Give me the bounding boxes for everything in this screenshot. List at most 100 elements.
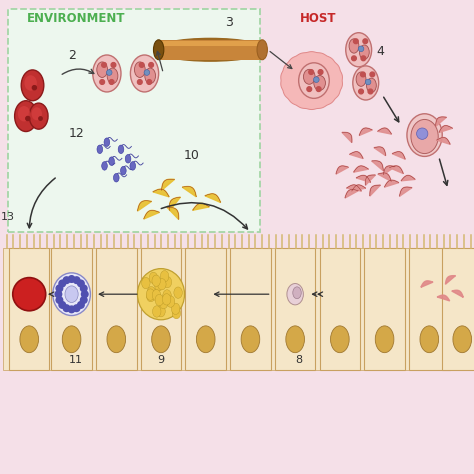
Ellipse shape <box>152 326 170 353</box>
Circle shape <box>316 87 321 91</box>
Circle shape <box>82 291 88 298</box>
Ellipse shape <box>172 308 181 319</box>
Circle shape <box>81 285 87 292</box>
Text: 10: 10 <box>183 149 200 162</box>
Bar <box>159 40 262 60</box>
FancyBboxPatch shape <box>9 248 49 370</box>
Polygon shape <box>365 175 375 185</box>
Ellipse shape <box>109 157 114 165</box>
Circle shape <box>26 117 30 120</box>
Polygon shape <box>346 185 361 191</box>
Text: 4: 4 <box>376 45 384 57</box>
Ellipse shape <box>353 66 379 100</box>
Polygon shape <box>439 126 453 132</box>
Polygon shape <box>167 207 179 219</box>
Circle shape <box>354 39 358 44</box>
Ellipse shape <box>62 326 81 353</box>
Ellipse shape <box>152 275 160 286</box>
Circle shape <box>68 276 75 283</box>
Circle shape <box>318 70 323 74</box>
Text: 3: 3 <box>225 16 233 29</box>
Circle shape <box>68 306 75 313</box>
Polygon shape <box>193 203 210 210</box>
Bar <box>3 235 474 474</box>
Circle shape <box>111 63 116 67</box>
Text: 2: 2 <box>68 49 75 62</box>
Ellipse shape <box>303 69 315 84</box>
Circle shape <box>32 86 36 90</box>
Polygon shape <box>383 166 395 174</box>
Polygon shape <box>137 201 152 211</box>
Ellipse shape <box>32 107 42 120</box>
Ellipse shape <box>314 75 326 91</box>
FancyBboxPatch shape <box>96 248 137 370</box>
Ellipse shape <box>104 138 109 146</box>
Ellipse shape <box>149 272 158 283</box>
Polygon shape <box>437 295 450 301</box>
FancyBboxPatch shape <box>319 248 360 370</box>
Circle shape <box>102 63 106 67</box>
Polygon shape <box>354 166 368 172</box>
Ellipse shape <box>142 277 150 289</box>
Circle shape <box>365 79 371 85</box>
Circle shape <box>63 305 70 311</box>
Ellipse shape <box>97 145 103 154</box>
FancyBboxPatch shape <box>141 248 181 370</box>
Ellipse shape <box>420 326 438 353</box>
Ellipse shape <box>172 303 180 314</box>
Ellipse shape <box>153 306 161 317</box>
Ellipse shape <box>154 38 267 61</box>
Circle shape <box>56 297 63 303</box>
Text: 11: 11 <box>69 355 83 365</box>
Ellipse shape <box>356 72 366 86</box>
Polygon shape <box>345 190 358 198</box>
Circle shape <box>55 291 62 298</box>
Ellipse shape <box>375 326 394 353</box>
Ellipse shape <box>174 287 182 298</box>
Polygon shape <box>342 132 352 143</box>
Polygon shape <box>421 281 433 287</box>
Ellipse shape <box>152 290 161 301</box>
Polygon shape <box>162 179 174 191</box>
Polygon shape <box>370 185 381 196</box>
Polygon shape <box>153 189 169 197</box>
Ellipse shape <box>130 55 159 92</box>
Polygon shape <box>384 180 399 187</box>
Circle shape <box>73 277 80 283</box>
FancyBboxPatch shape <box>365 248 405 370</box>
Polygon shape <box>350 152 363 158</box>
Circle shape <box>147 80 152 84</box>
Polygon shape <box>390 166 403 173</box>
Circle shape <box>39 117 42 120</box>
Ellipse shape <box>102 162 107 170</box>
Ellipse shape <box>53 273 91 316</box>
Ellipse shape <box>287 283 303 305</box>
Circle shape <box>368 89 373 94</box>
Polygon shape <box>374 147 386 155</box>
Ellipse shape <box>159 297 168 309</box>
Polygon shape <box>352 185 365 191</box>
Ellipse shape <box>359 45 369 59</box>
Circle shape <box>307 87 311 91</box>
Circle shape <box>78 280 84 287</box>
Polygon shape <box>452 290 463 297</box>
Polygon shape <box>144 210 159 219</box>
Circle shape <box>363 39 368 44</box>
Ellipse shape <box>349 39 359 53</box>
Ellipse shape <box>366 78 376 92</box>
Ellipse shape <box>453 326 472 353</box>
Polygon shape <box>392 152 405 159</box>
Polygon shape <box>336 166 348 174</box>
Circle shape <box>59 301 65 308</box>
Polygon shape <box>356 175 371 182</box>
Ellipse shape <box>163 276 172 288</box>
Ellipse shape <box>93 55 121 92</box>
Bar <box>3 0 474 237</box>
Ellipse shape <box>113 173 119 182</box>
Circle shape <box>352 56 356 61</box>
Ellipse shape <box>18 106 30 121</box>
Polygon shape <box>170 197 181 210</box>
Polygon shape <box>378 128 392 134</box>
Ellipse shape <box>20 326 38 353</box>
Ellipse shape <box>148 289 157 300</box>
